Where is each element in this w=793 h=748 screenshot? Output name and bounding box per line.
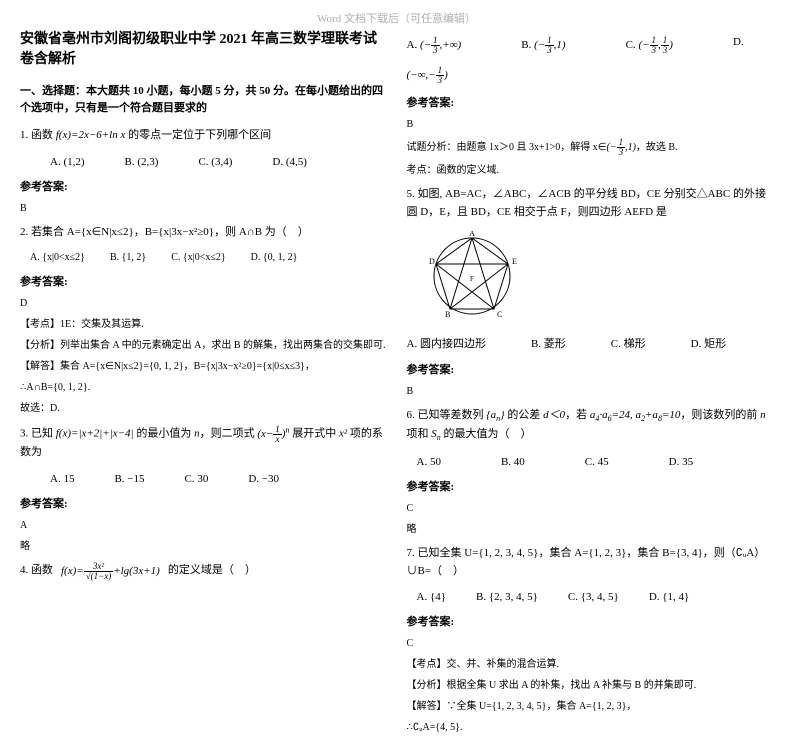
q7-solve: 【解答】∵全集 U={1, 2, 3, 4, 5}，集合 A={1, 2, 3}… xyxy=(407,699,774,714)
q3-options: A. 15 B. −15 C. 30 D. −30 xyxy=(50,473,387,485)
q4-answer: B xyxy=(407,117,774,132)
page-container: 安徽省亳州市刘阁初级职业中学 2021 年高三数学理联考试卷含解析 一、选择题：… xyxy=(0,0,793,748)
svg-text:F: F xyxy=(470,275,474,283)
q5-answer-label: 参考答案: xyxy=(407,361,774,377)
svg-text:D: D xyxy=(429,257,435,266)
q7-opt-a: A. {4} xyxy=(417,591,447,603)
q3-opt-a: A. 15 xyxy=(50,473,74,485)
q2-options: A. {x|0<x≤2} B. {1, 2} C. {x|0<x≤2} D. {… xyxy=(30,252,387,263)
q2-conclusion: ∴A∩B={0, 1, 2}. xyxy=(20,380,387,395)
q1-answer-label: 参考答案: xyxy=(20,178,387,194)
q3-expl: 略 xyxy=(20,539,387,554)
q6-answer: C xyxy=(407,501,774,516)
q7-text: 7. 已知全集 U={1, 2, 3, 4, 5}，集合 A={1, 2, 3}… xyxy=(407,545,774,580)
q4-prefix: 4. 函数 xyxy=(20,562,53,580)
q7-conclusion: ∴∁ᵤA={4, 5}. xyxy=(407,720,774,735)
right-column: A. (−13,+∞) B. (−13,1) C. (−13,13) D. (−… xyxy=(407,30,774,738)
q6-answer-label: 参考答案: xyxy=(407,478,774,494)
q6-text: 6. 已知等差数列 {an} 的公差 d＜0，若 a4·a6=24, a2+a8… xyxy=(407,407,774,445)
q6-expl: 略 xyxy=(407,522,774,537)
q7-point: 【考点】交、并、补集的混合运算. xyxy=(407,657,774,672)
q4-opt-b: B. (−13,1) xyxy=(521,36,565,55)
q2-opt-c: C. {x|0<x≤2} xyxy=(171,252,225,263)
section-1-header: 一、选择题：本大题共 10 小题，每小题 5 分，共 50 分。在每小题给出的四… xyxy=(20,83,387,116)
q4-formula: f(x)=3x²√(1−x)+lg(3x+1) xyxy=(61,562,160,581)
q6-opt-b: B. 40 xyxy=(501,456,525,468)
q7-analysis: 【分析】根据全集 U 求出 A 的补集，找出 A 补集与 B 的并集即可. xyxy=(407,678,774,693)
q5-answer: B xyxy=(407,384,774,399)
q1-text: 1. 函数 f(x)=2x−6+ln x 的零点一定位于下列哪个区间 xyxy=(20,127,387,145)
q6-opt-d: D. 35 xyxy=(669,456,693,468)
q4-text: 4. 函数 f(x)=3x²√(1−x)+lg(3x+1) 的定义域是（ ） xyxy=(20,562,387,581)
q7-answer-label: 参考答案: xyxy=(407,613,774,629)
q4-opt-c: C. (−13,13) xyxy=(626,36,673,55)
q3-answer-label: 参考答案: xyxy=(20,495,387,511)
q6-opt-c: C. 45 xyxy=(585,456,609,468)
q3-opt-b: B. −15 xyxy=(114,473,144,485)
document-title: 安徽省亳州市刘阁初级职业中学 2021 年高三数学理联考试卷含解析 xyxy=(20,30,387,69)
q1-opt-a: A. (1,2) xyxy=(50,156,85,168)
q3-opt-c: C. 30 xyxy=(185,473,209,485)
q5-opt-c: C. 梯形 xyxy=(611,335,646,351)
q2-answer-label: 参考答案: xyxy=(20,273,387,289)
q5-text: 5. 如图, AB=AC，∠ABC，∠ACB 的平分线 BD，CE 分别交△AB… xyxy=(407,186,774,221)
q2-answer: D xyxy=(20,296,387,311)
q5-options: A. 圆内接四边形 B. 菱形 C. 梯形 D. 矩形 xyxy=(407,335,774,351)
q2-solve: 【解答】集合 A={x∈N|x≤2}={0, 1, 2}，B={x|3x−x²≥… xyxy=(20,359,387,374)
pentagon-diagram: A E C B D F xyxy=(427,231,774,324)
q2-opt-a: A. {x|0<x≤2} xyxy=(30,252,85,263)
q2-opt-d: D. {0, 1, 2} xyxy=(251,252,298,263)
q2-choice: 故选：D. xyxy=(20,401,387,416)
q3-text: 3. 已知 f(x)=|x+2|+|x−4| 的最小值为 n，则二项式 (x−1… xyxy=(20,424,387,461)
q2-opt-b: B. {1, 2} xyxy=(110,252,146,263)
q4-analysis: 试题分析：由题意 1x＞0 且 3x+1>0，解得 x∈(−13,1)，故选 B… xyxy=(407,138,774,157)
q7-opt-d: D. {1, 4} xyxy=(649,591,690,603)
svg-text:A: A xyxy=(469,231,475,238)
q7-options: A. {4} B. {2, 3, 4, 5} C. {3, 4, 5} D. {… xyxy=(417,591,774,603)
q5-opt-d: D. 矩形 xyxy=(691,335,726,351)
q1-opt-c: C. (3,4) xyxy=(198,156,232,168)
left-column: 安徽省亳州市刘阁初级职业中学 2021 年高三数学理联考试卷含解析 一、选择题：… xyxy=(20,30,387,738)
q6-opt-a: A. 50 xyxy=(417,456,441,468)
q6-options: A. 50 B. 40 C. 45 D. 35 xyxy=(417,456,774,468)
svg-text:C: C xyxy=(497,310,502,319)
q1-answer: B xyxy=(20,201,387,216)
q1-opt-d: D. (4,5) xyxy=(272,156,307,168)
q1-options: A. (1,2) B. (2,3) C. (3,4) D. (4,5) xyxy=(50,156,387,168)
q3-opt-d: D. −30 xyxy=(248,473,279,485)
svg-text:E: E xyxy=(512,257,517,266)
q1-opt-b: B. (2,3) xyxy=(125,156,159,168)
q4-answer-label: 参考答案: xyxy=(407,94,774,110)
q3-answer: A xyxy=(20,518,387,533)
q4-opt-a: A. (−13,+∞) xyxy=(407,36,462,55)
q2-analysis: 【分析】列举出集合 A 中的元素确定出 A，求出 B 的解集，找出两集合的交集即… xyxy=(20,338,387,353)
q4-opt-d: D. xyxy=(733,36,744,55)
q7-opt-b: B. {2, 3, 4, 5} xyxy=(476,591,538,603)
q4-opt-d-line: (−∞,−13) xyxy=(407,66,774,85)
q2-text: 2. 若集合 A={x∈N|x≤2}，B={x|3x−x²≥0}，则 A∩B 为… xyxy=(20,224,387,242)
watermark-text: Word 文档下载后（可任意编辑） xyxy=(317,10,476,26)
q4-point: 考点：函数的定义域. xyxy=(407,163,774,178)
q4-suffix: 的定义域是（ ） xyxy=(168,562,256,580)
q7-opt-c: C. {3, 4, 5} xyxy=(568,591,619,603)
q5-opt-b: B. 菱形 xyxy=(531,335,566,351)
svg-text:B: B xyxy=(445,310,450,319)
q7-answer: C xyxy=(407,636,774,651)
q4-options: A. (−13,+∞) B. (−13,1) C. (−13,13) D. xyxy=(407,36,774,55)
q5-opt-a: A. 圆内接四边形 xyxy=(407,335,486,351)
q2-point: 【考点】1E：交集及其运算. xyxy=(20,317,387,332)
